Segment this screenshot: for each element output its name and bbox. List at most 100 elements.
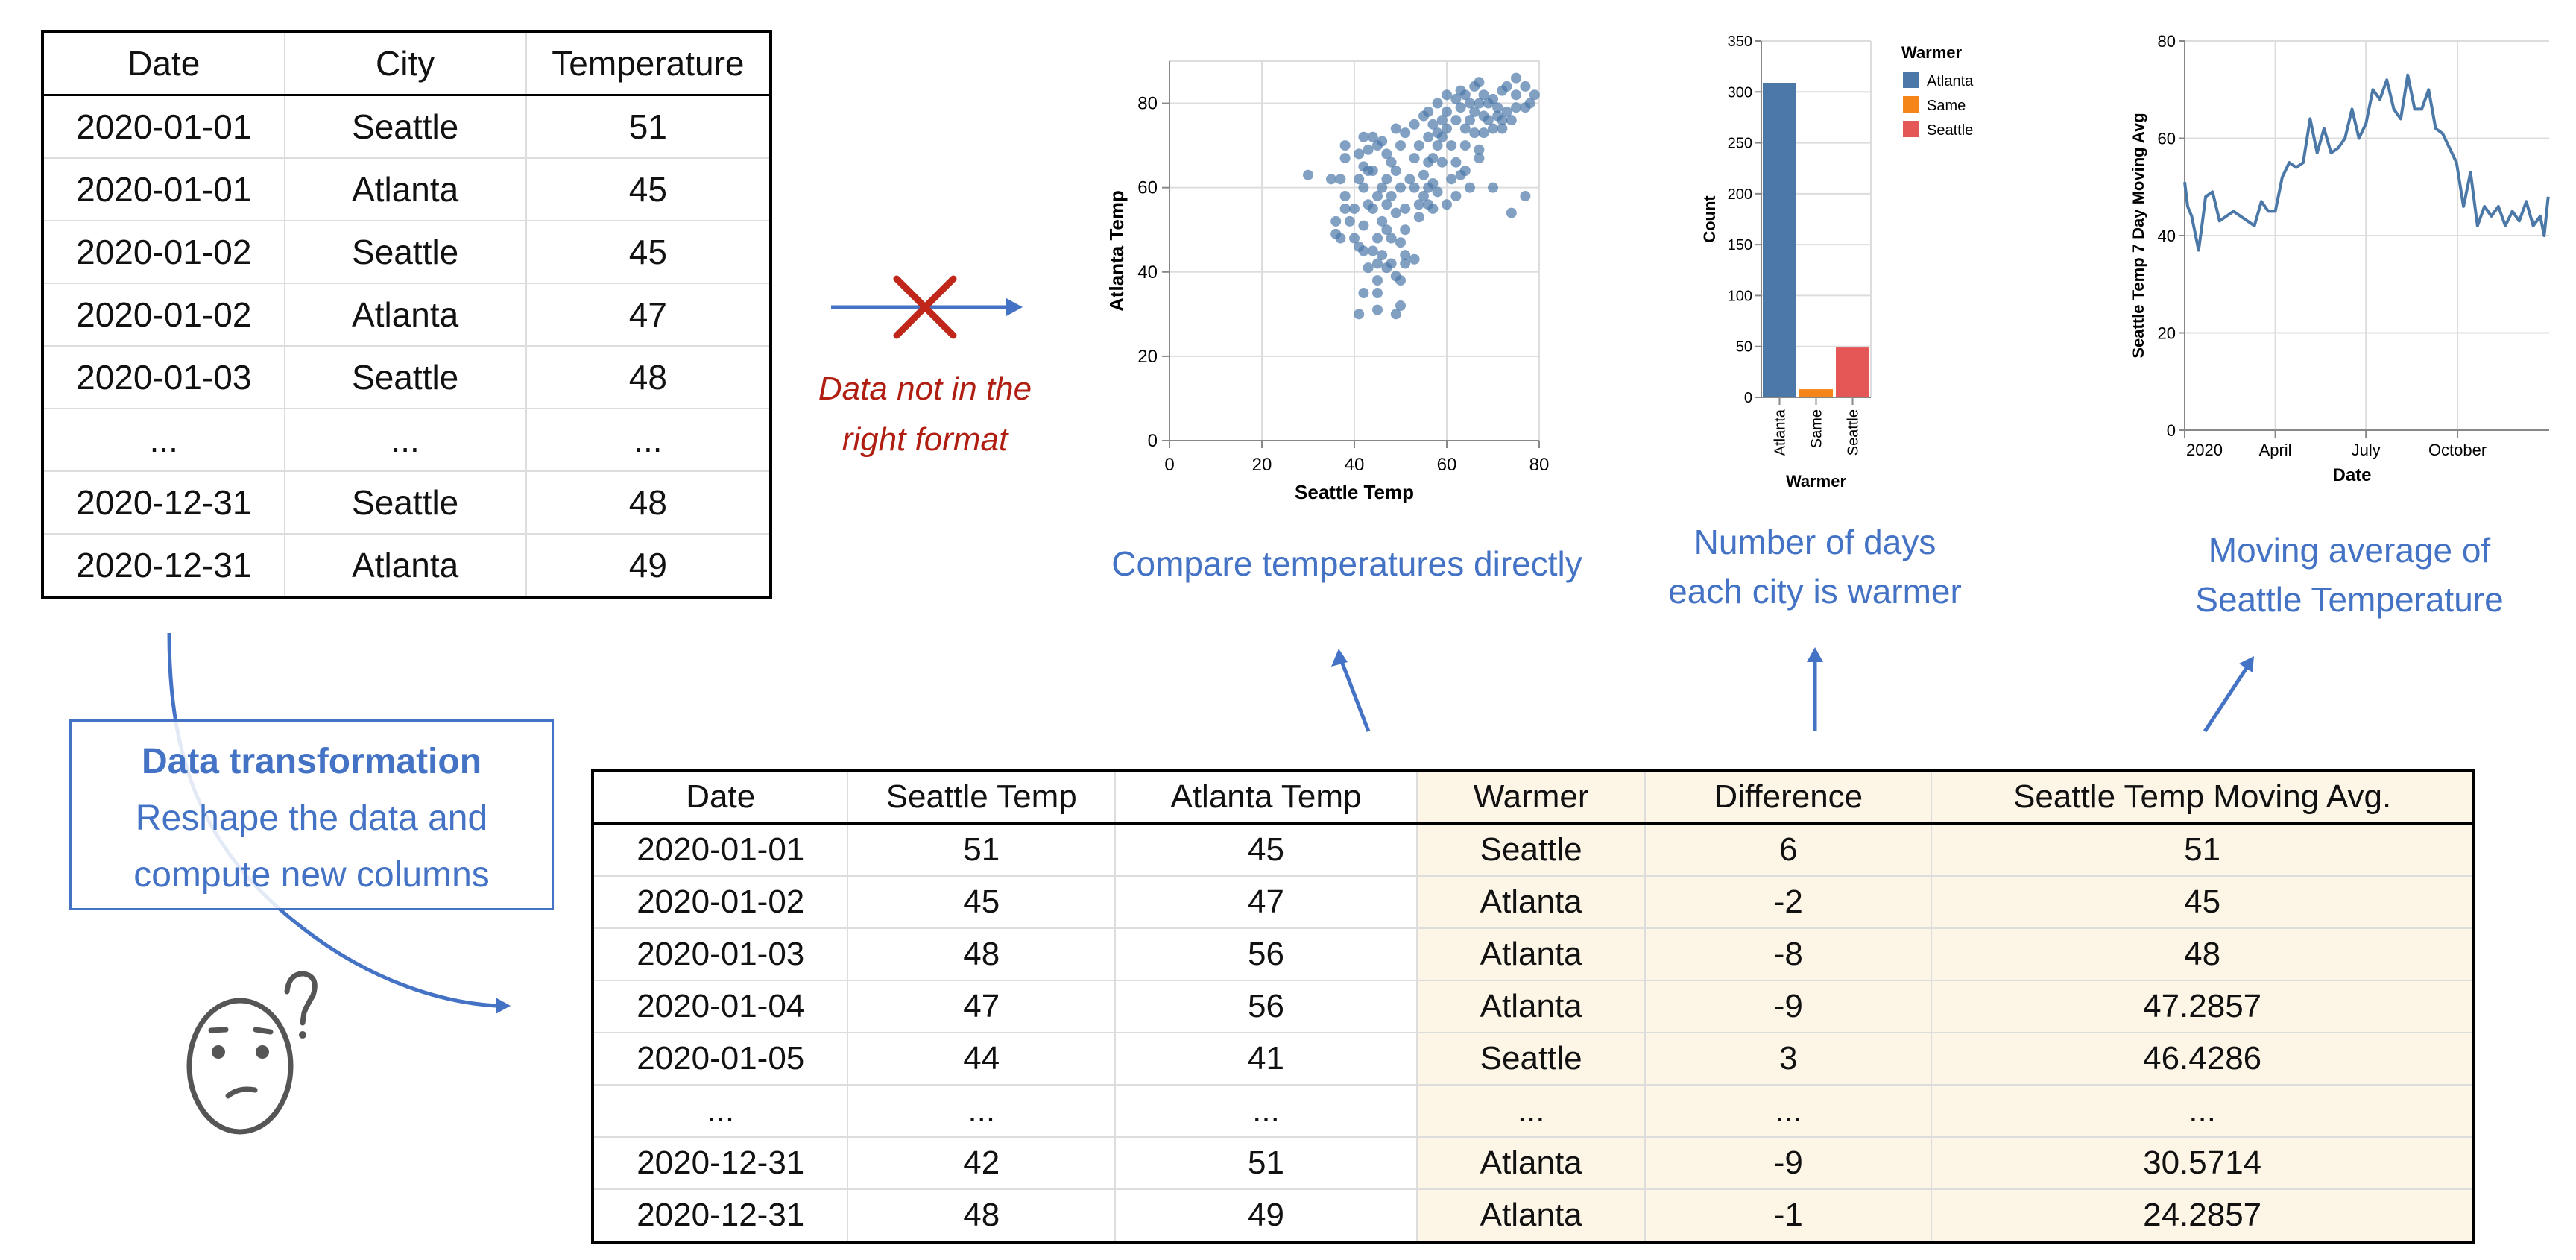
- y-tick-label: 80: [1137, 94, 1158, 114]
- scatter-chart: 0 20 40 60 80 0 20 40 60 80 Seattle Temp Atlanta Te…: [1105, 60, 1549, 503]
- table-cell: -9: [1644, 980, 1932, 1033]
- table-cell: 2020-01-02: [42, 220, 285, 283]
- table-cell: Atlanta: [283, 533, 526, 597]
- scatter-point: [1404, 174, 1415, 185]
- table-cell: 45: [1114, 822, 1417, 876]
- scatter-point: [1358, 220, 1369, 231]
- table-cell: 47: [847, 980, 1115, 1033]
- table-row: 2020-01-03 Seattle 48: [42, 345, 771, 409]
- table-cell: ...: [1114, 1084, 1417, 1137]
- scatter-point: [1488, 123, 1498, 134]
- scatter-point: [1358, 245, 1369, 256]
- table-cell: ...: [283, 408, 526, 471]
- arrow-head: [496, 998, 511, 1014]
- scatter-point: [1381, 224, 1392, 236]
- scatter-point: [1330, 215, 1342, 227]
- scatter-point: [1409, 182, 1420, 193]
- scatter-point: [1409, 119, 1420, 130]
- scatter-point: [1367, 131, 1378, 142]
- caption-bar-line1: Number of days: [1693, 523, 1936, 561]
- table-cell: 48: [525, 470, 771, 534]
- scatter-point: [1506, 115, 1517, 126]
- arrow-to-line: [2203, 667, 2249, 733]
- legend-label: Seattle: [1927, 122, 1973, 139]
- scatter-point: [1450, 93, 1462, 104]
- transform-box: Data transformation Reshape the data and…: [69, 719, 554, 910]
- column-header: Warmer: [1415, 770, 1646, 825]
- error-note: Data not in the right format: [818, 364, 1032, 465]
- table-cell: 46.4286: [1931, 1032, 2474, 1085]
- table-cell: 42: [847, 1136, 1115, 1189]
- table-cell: -2: [1644, 875, 1932, 928]
- column-header: Seattle Temp Moving Avg.: [1931, 770, 2474, 825]
- table-row: .........: [42, 408, 771, 471]
- scatter-point: [1459, 166, 1471, 177]
- scatter-point: [1492, 102, 1503, 113]
- y-tick-label: 0: [1744, 390, 1752, 406]
- transform-line2: compute new columns: [133, 855, 490, 895]
- x-axis-title: Seattle Temp: [1295, 481, 1414, 503]
- table-row: 2020-12-31 Seattle 48: [42, 470, 771, 534]
- scatter-point: [1450, 157, 1462, 168]
- bar-seattle: [1836, 347, 1869, 397]
- column-header: Date: [591, 770, 848, 825]
- table-row: 2020-12-31 42 51 Atlanta -9 30.5714: [591, 1136, 2474, 1189]
- y-tick-label: 250: [1728, 136, 1752, 152]
- scatter-point: [1409, 253, 1420, 265]
- scatter-point: [1455, 102, 1466, 113]
- scatter-point: [1400, 250, 1411, 261]
- bar-chart: 0 50 100 150 200 250 300 350 Atlanta Same Seattle W…: [1700, 34, 1974, 491]
- scatter-point: [1372, 304, 1383, 315]
- scatter-point: [1339, 140, 1351, 151]
- table-cell: 41: [1114, 1032, 1417, 1085]
- arrow-head: [2239, 656, 2254, 672]
- cross-icon: [893, 275, 957, 339]
- table-cell: ...: [847, 1084, 1115, 1137]
- scatter-point: [1442, 123, 1452, 134]
- scatter-point: [1377, 215, 1388, 227]
- scatter-point: [1390, 207, 1401, 218]
- table-cell: 49: [1114, 1188, 1417, 1242]
- scatter-point: [1488, 182, 1498, 193]
- table-cell: ...: [525, 408, 771, 471]
- scatter-point: [1446, 174, 1457, 185]
- scatter-point: [1511, 72, 1521, 84]
- table-cell: Seattle: [1415, 822, 1646, 876]
- table-cell: 49: [525, 533, 771, 597]
- scatter-point: [1372, 288, 1383, 299]
- table-row: 2020-01-01 Seattle 51: [42, 94, 771, 158]
- x-axis-title: Warmer: [1786, 472, 1847, 491]
- scatter-point: [1395, 300, 1406, 312]
- legend-swatch: [1903, 72, 1919, 88]
- scatter-point: [1395, 275, 1406, 286]
- scatter-point: [1358, 288, 1369, 299]
- scatter-point: [1469, 106, 1480, 117]
- scatter-point: [1497, 115, 1508, 126]
- table-cell: 24.2857: [1931, 1188, 2474, 1242]
- y-tick-label: 200: [1728, 186, 1752, 203]
- scatter-point: [1520, 190, 1531, 201]
- table-cell: Atlanta: [1415, 1188, 1646, 1242]
- column-header: Date: [42, 31, 285, 96]
- y-tick-label: 350: [1728, 34, 1752, 50]
- scatter-point: [1478, 89, 1489, 101]
- confused-face-icon: [186, 971, 318, 1135]
- x-tick-label: 2020: [2186, 441, 2223, 459]
- y-tick-label: 0: [1148, 431, 1158, 451]
- table-cell: Atlanta: [1415, 1136, 1646, 1189]
- table-cell: 45: [1931, 875, 2474, 928]
- table-cell: -9: [1644, 1136, 1932, 1189]
- scatter-point: [1339, 203, 1351, 214]
- scatter-point: [1520, 81, 1531, 92]
- column-header: City: [283, 31, 526, 96]
- scatter-point: [1400, 224, 1411, 236]
- scatter-point: [1386, 190, 1397, 201]
- moving-average-line: [2183, 73, 2550, 252]
- scatter-point: [1488, 93, 1498, 104]
- legend-title: Warmer: [1901, 43, 1963, 62]
- table-cell: 47: [525, 283, 771, 346]
- table-row: 2020-01-05 44 41 Seattle 3 46.4286: [591, 1032, 2474, 1085]
- scatter-point: [1423, 131, 1434, 142]
- table-cell: 2020-12-31: [591, 1188, 848, 1242]
- table-cell: 47.2857: [1931, 980, 2474, 1033]
